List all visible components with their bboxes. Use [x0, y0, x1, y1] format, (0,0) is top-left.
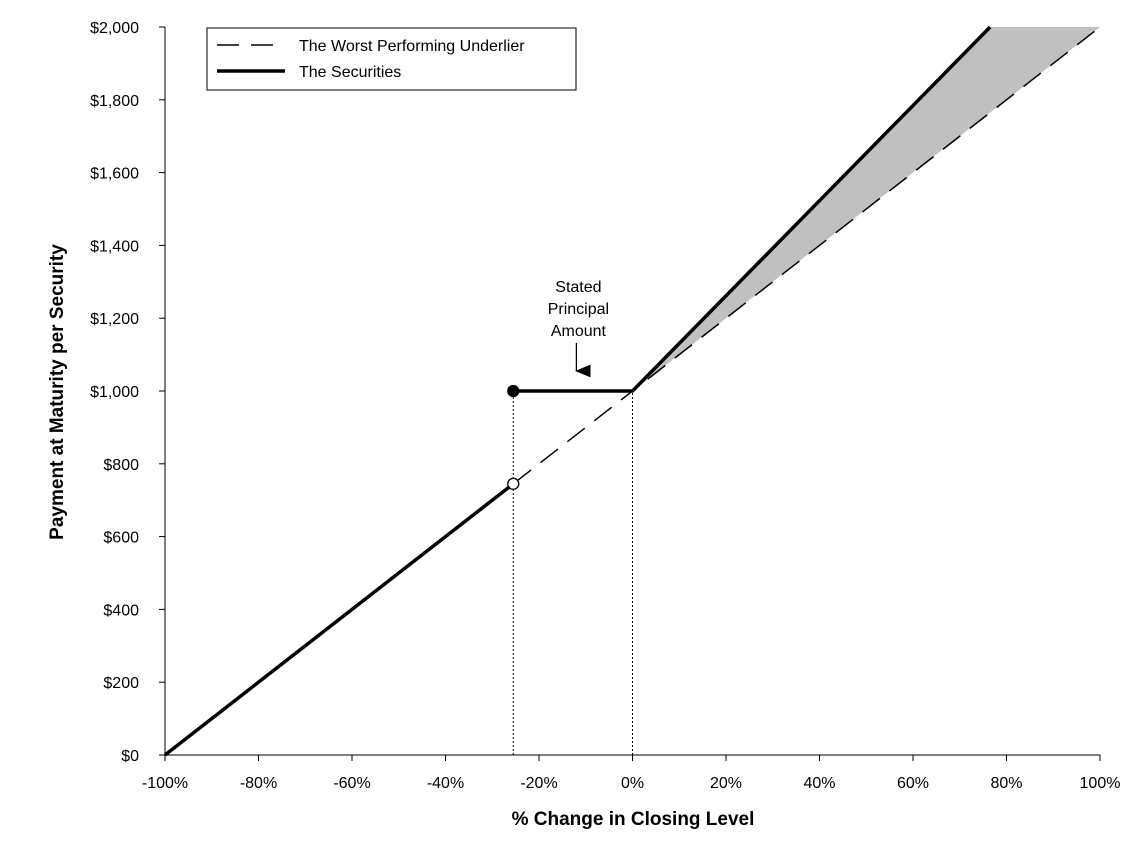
axes	[159, 26, 1101, 761]
markers	[507, 384, 520, 490]
y-tick-label: $600	[103, 530, 139, 547]
open-marker	[507, 477, 520, 490]
x-tick-label: -80%	[240, 775, 277, 792]
tick-labels: -100% -80% -60% -40% -20% 0% 20% 40% 60% 80% 100% $…	[90, 20, 1120, 792]
x-axis-label: % Change in Closing Level	[512, 809, 755, 830]
y-tick-label: $1,400	[90, 238, 139, 255]
y-tick-label: $1,200	[90, 311, 139, 328]
legend-label-underlier: The Worst Performing Underlier	[299, 38, 525, 55]
x-tick-label: 0%	[621, 775, 644, 792]
x-tick-label: 80%	[990, 775, 1022, 792]
annotation: Stated Principal Amount	[548, 279, 609, 378]
x-tick-label: 60%	[897, 775, 929, 792]
annotation-line-3: Amount	[551, 323, 607, 340]
series-lines	[163, 25, 1101, 757]
x-tick-label: 100%	[1080, 775, 1121, 792]
x-tick-label: -60%	[333, 775, 370, 792]
legend-label-securities: The Securities	[299, 64, 401, 81]
legend: The Worst Performing Underlier The Securi…	[206, 27, 577, 91]
y-tick-label: $200	[103, 675, 139, 692]
x-tick-label: -20%	[520, 775, 557, 792]
x-tick-label: -40%	[427, 775, 464, 792]
y-tick-label: $1,600	[90, 166, 139, 183]
filled-marker	[507, 384, 520, 398]
y-tick-label: $1,000	[90, 384, 139, 401]
x-tick-label: 20%	[710, 775, 742, 792]
reference-lines	[512, 391, 633, 755]
annotation-line-1: Stated	[555, 279, 601, 296]
x-tick-label: -100%	[142, 775, 188, 792]
y-tick-label: $0	[121, 748, 139, 765]
legend-box	[206, 27, 577, 91]
y-tick-label: $400	[103, 602, 139, 619]
x-tick-label: 40%	[803, 775, 835, 792]
annotation-line-2: Principal	[548, 301, 609, 318]
y-tick-label: $2,000	[90, 20, 139, 37]
series-securities-segment-1	[163, 482, 515, 757]
series-securities-segment-2	[513, 25, 992, 393]
y-axis-label: Payment at Maturity per Security	[47, 244, 68, 540]
y-tick-label: $1,800	[90, 93, 139, 110]
y-tick-label: $800	[103, 457, 139, 474]
